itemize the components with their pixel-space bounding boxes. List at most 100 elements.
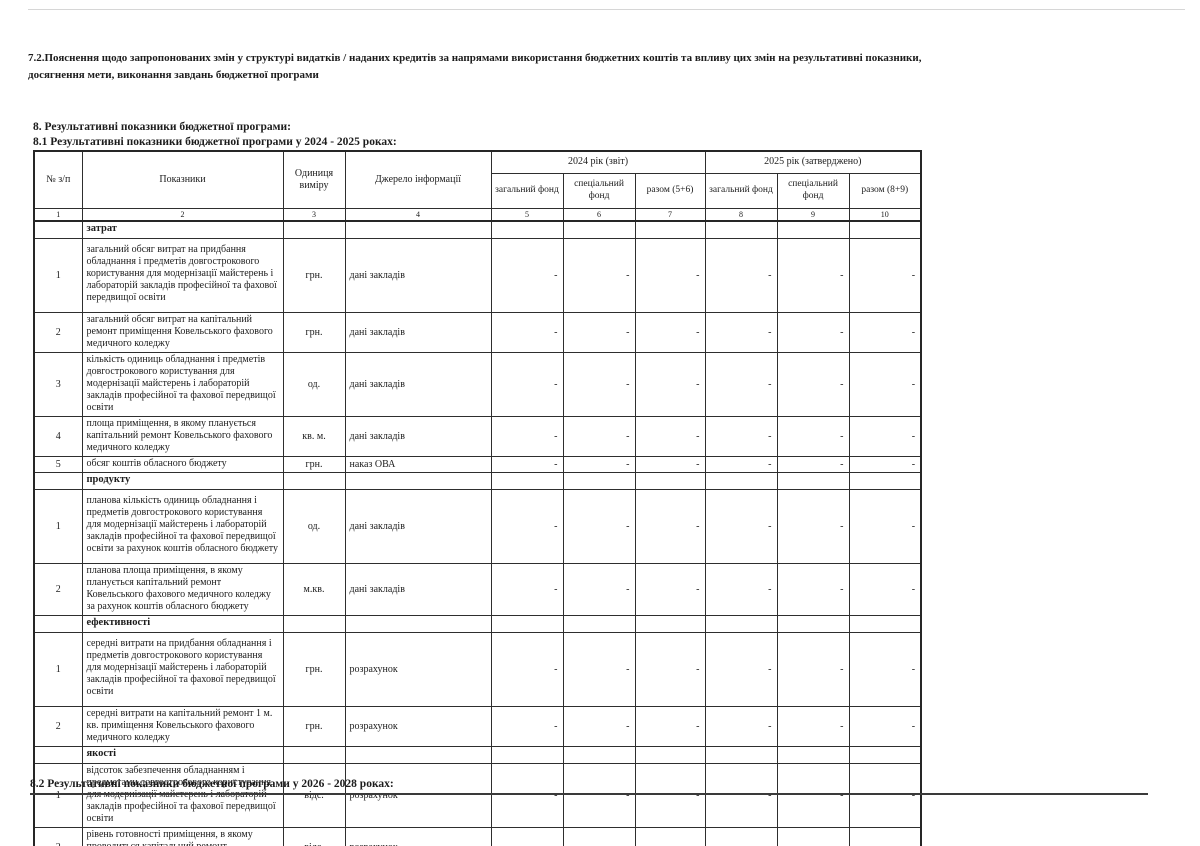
unit-cell: грн. xyxy=(282,456,346,473)
source-cell: дані закладів xyxy=(344,352,492,417)
value-cell: - xyxy=(490,312,564,353)
value-cell: - xyxy=(562,416,636,457)
value-cell: - xyxy=(634,706,706,747)
row-number: 1 xyxy=(33,763,83,828)
section-name: ефективності xyxy=(81,615,284,633)
value-cell: - xyxy=(848,632,922,707)
value-cell: - xyxy=(704,827,778,846)
section-8-title: 8. Результативні показники бюджетної про… xyxy=(33,121,291,133)
source-cell: розрахунок xyxy=(344,706,492,747)
col-header-2024-total: разом (5+6) xyxy=(634,173,706,209)
value-cell: - xyxy=(848,416,922,457)
indicator-text: середні витрати на капітальний ремонт 1 … xyxy=(81,706,284,747)
indicator-text: загальний обсяг витрат на придбання обла… xyxy=(81,238,284,313)
value-cell: - xyxy=(634,489,706,564)
value-cell: - xyxy=(848,827,922,846)
source-cell: дані закладів xyxy=(344,312,492,353)
value-cell: - xyxy=(562,763,636,828)
col-header-2025-general: загальний фонд xyxy=(704,173,778,209)
col-header-2025-total: разом (8+9) xyxy=(848,173,922,209)
row-number: 1 xyxy=(33,489,83,564)
indicator-row: 1 загальний обсяг витрат на придбання об… xyxy=(33,238,922,313)
indicator-text: обсяг коштів обласного бюджету xyxy=(81,456,284,473)
col-header-2025-special: спеціальний фонд xyxy=(776,173,850,209)
value-cell: - xyxy=(634,238,706,313)
empty-cell xyxy=(344,746,492,764)
table-header-year-row: № з/п Показники Одиниця виміру Джерело і… xyxy=(33,150,922,209)
empty-cell xyxy=(776,615,850,633)
value-cell: - xyxy=(490,456,564,473)
empty-cell xyxy=(282,615,346,633)
empty-cell xyxy=(848,615,922,633)
value-cell: - xyxy=(634,763,706,828)
value-cell: - xyxy=(704,238,778,313)
column-number: 7 xyxy=(634,208,706,222)
column-number: 8 xyxy=(704,208,778,222)
unit-cell: відс. xyxy=(282,827,346,846)
scan-edge-rule xyxy=(28,9,1185,10)
row-number: 1 xyxy=(33,238,83,313)
empty-cell xyxy=(33,472,83,490)
value-cell: - xyxy=(562,827,636,846)
row-number: 2 xyxy=(33,312,83,353)
unit-cell: грн. xyxy=(282,632,346,707)
col-header-2024-special: спеціальний фонд xyxy=(562,173,636,209)
value-cell: - xyxy=(848,489,922,564)
indicator-row: 2 планова площа приміщення, в якому план… xyxy=(33,563,922,616)
col-header-2024-general: загальний фонд xyxy=(490,173,564,209)
section-name: затрат xyxy=(81,220,284,239)
value-cell: - xyxy=(848,312,922,353)
value-cell: - xyxy=(848,706,922,747)
indicator-row: 4 площа приміщення, в якому планується к… xyxy=(33,416,922,457)
empty-cell xyxy=(282,220,346,239)
value-cell: - xyxy=(704,563,778,616)
empty-cell xyxy=(634,472,706,490)
value-cell: - xyxy=(562,238,636,313)
empty-cell xyxy=(634,615,706,633)
empty-cell xyxy=(490,615,564,633)
indicator-row: 1 планова кількість одиниць обладнання і… xyxy=(33,489,922,564)
col-header-num: № з/п xyxy=(33,150,83,209)
column-number: 4 xyxy=(344,208,492,222)
indicator-text: рівень готовності приміщення, в якому пр… xyxy=(81,827,284,846)
empty-cell xyxy=(562,615,636,633)
empty-cell xyxy=(282,472,346,490)
value-cell: - xyxy=(704,352,778,417)
value-cell: - xyxy=(704,312,778,353)
empty-cell xyxy=(33,220,83,239)
value-cell: - xyxy=(704,456,778,473)
value-cell: - xyxy=(490,563,564,616)
empty-cell xyxy=(776,472,850,490)
row-number: 2 xyxy=(33,563,83,616)
row-number: 2 xyxy=(33,827,83,846)
indicator-row: 2 загальний обсяг витрат на капітальний … xyxy=(33,312,922,353)
column-number: 10 xyxy=(848,208,922,222)
value-cell: - xyxy=(704,706,778,747)
empty-cell xyxy=(490,746,564,764)
year-group-2024: 2024 рік (звіт) xyxy=(490,150,706,174)
col-header-source: Джерело інформації xyxy=(344,150,492,209)
empty-cell xyxy=(634,220,706,239)
source-cell: дані закладів xyxy=(344,489,492,564)
value-cell: - xyxy=(562,456,636,473)
source-cell: наказ ОВА xyxy=(344,456,492,473)
empty-cell xyxy=(33,746,83,764)
col-header-unit: Одиниця виміру xyxy=(282,150,346,209)
value-cell: - xyxy=(704,416,778,457)
value-cell: - xyxy=(634,312,706,353)
empty-cell xyxy=(704,615,778,633)
table-header-fund-row: загальний фонд спеціальний фонд разом (5… xyxy=(34,173,922,209)
row-number: 3 xyxy=(33,352,83,417)
value-cell: - xyxy=(490,489,564,564)
value-cell: - xyxy=(634,563,706,616)
indicator-row: 3 кількість одиниць обладнання і предмет… xyxy=(33,352,922,417)
source-cell: розрахунок xyxy=(344,763,492,828)
indicator-text: середні витрати на придбання обладнання … xyxy=(81,632,284,707)
value-cell: - xyxy=(704,763,778,828)
value-cell: - xyxy=(776,416,850,457)
value-cell: - xyxy=(490,416,564,457)
value-cell: - xyxy=(490,238,564,313)
indicator-text: відсоток забезпечення обладнанням і пред… xyxy=(81,763,284,828)
value-cell: - xyxy=(634,827,706,846)
